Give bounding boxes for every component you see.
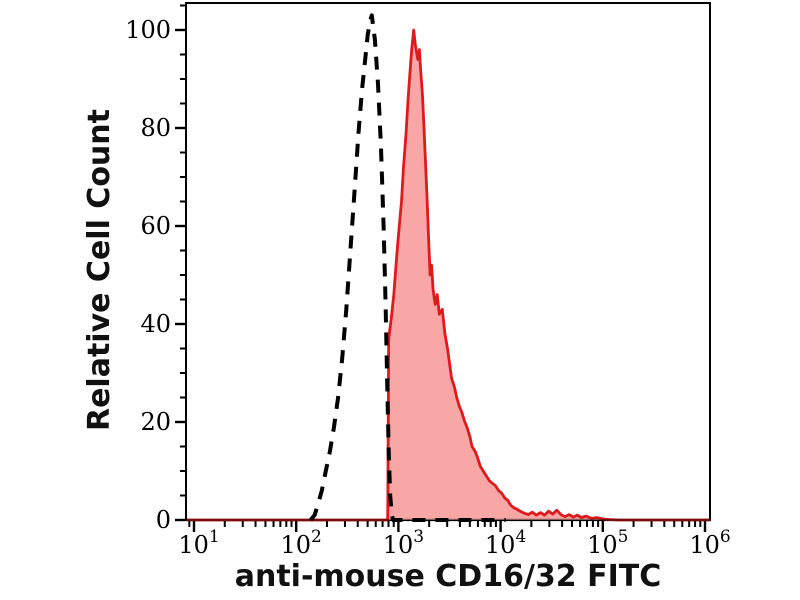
svg-text:80: 80 — [140, 114, 171, 142]
stained-curve — [186, 28, 711, 522]
x-tick-labels: 101 102 103 104 105 106 — [178, 527, 730, 559]
svg-text:104: 104 — [485, 527, 526, 559]
svg-text:20: 20 — [140, 408, 171, 436]
x-axis-ticks — [188, 521, 707, 532]
svg-text:103: 103 — [383, 527, 424, 559]
svg-text:40: 40 — [140, 310, 171, 338]
svg-text:0: 0 — [156, 506, 171, 534]
y-axis-ticks — [175, 4, 185, 522]
svg-text:106: 106 — [689, 527, 730, 559]
x-axis-title: anti-mouse CD16/32 FITC — [234, 559, 662, 594]
stained-area-fill — [186, 30, 711, 520]
svg-text:101: 101 — [178, 527, 219, 559]
y-tick-labels: 0 20 40 60 80 100 — [125, 16, 171, 534]
svg-text:100: 100 — [125, 16, 171, 44]
svg-text:60: 60 — [140, 212, 171, 240]
svg-text:105: 105 — [587, 527, 628, 559]
svg-text:102: 102 — [281, 527, 322, 559]
control-curve-dashed — [308, 13, 506, 522]
y-axis-title: Relative Cell Count — [82, 109, 117, 432]
